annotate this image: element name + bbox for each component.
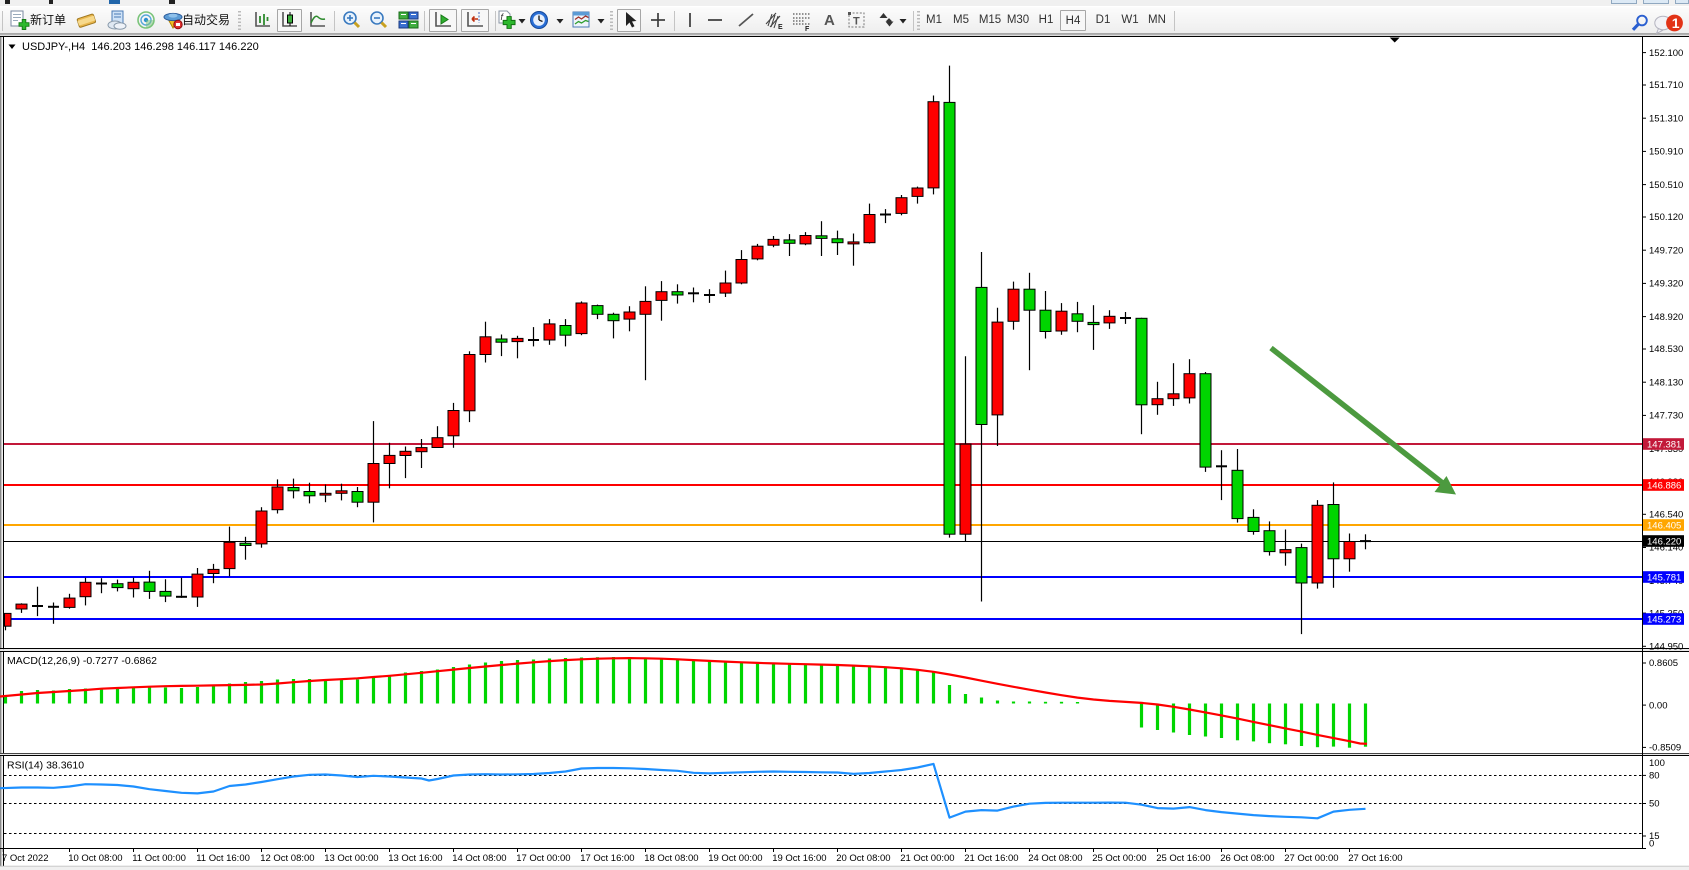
svg-text:F: F [805,26,810,32]
svg-text:-0.8509: -0.8509 [1649,743,1681,754]
svg-text:151.310: 151.310 [1649,113,1683,124]
svg-text:MACD(12,26,9) -0.7277 -0.6862: MACD(12,26,9) -0.7277 -0.6862 [7,655,157,667]
svg-text:10 Oct 08:00: 10 Oct 08:00 [68,853,122,864]
svg-text:27 Oct 16:00: 27 Oct 16:00 [1348,853,1402,864]
svg-text:151.710: 151.710 [1649,80,1683,91]
svg-text:26 Oct 08:00: 26 Oct 08:00 [1220,853,1274,864]
svg-text:150.510: 150.510 [1649,180,1683,191]
svg-text:1: 1 [1672,15,1680,31]
svg-text:20 Oct 08:00: 20 Oct 08:00 [836,853,890,864]
svg-text:USDJPY-,H4 146.203 146.298 14: USDJPY-,H4 146.203 146.298 146.117 146.2… [22,41,259,53]
svg-text:149.320: 149.320 [1649,279,1683,290]
svg-text:13 Oct 00:00: 13 Oct 00:00 [324,853,378,864]
svg-text:146.405: 146.405 [1647,520,1681,531]
svg-text:25 Oct 16:00: 25 Oct 16:00 [1156,853,1210,864]
svg-text:80: 80 [1649,771,1660,782]
svg-text:f: f [501,12,505,22]
svg-text:147.381: 147.381 [1647,439,1681,450]
svg-text:11 Oct 16:00: 11 Oct 16:00 [196,853,250,864]
svg-text:50: 50 [1649,799,1660,810]
svg-text:15: 15 [1649,831,1660,842]
svg-text:12 Oct 08:00: 12 Oct 08:00 [260,853,314,864]
svg-text:150.910: 150.910 [1649,147,1683,158]
svg-text:100: 100 [1649,758,1665,769]
svg-text:T: T [853,16,860,28]
svg-text:147.730: 147.730 [1649,411,1683,422]
svg-text:148.530: 148.530 [1649,344,1683,355]
svg-text:17 Oct 16:00: 17 Oct 16:00 [580,853,634,864]
svg-text:152.100: 152.100 [1649,48,1683,59]
svg-text:19 Oct 00:00: 19 Oct 00:00 [708,853,762,864]
svg-text:19 Oct 16:00: 19 Oct 16:00 [772,853,826,864]
svg-text:18 Oct 08:00: 18 Oct 08:00 [644,853,698,864]
svg-text:13 Oct 16:00: 13 Oct 16:00 [388,853,442,864]
svg-text:149.720: 149.720 [1649,245,1683,256]
svg-text:144.950: 144.950 [1649,642,1683,653]
svg-text:21 Oct 00:00: 21 Oct 00:00 [900,853,954,864]
svg-text:146.220: 146.220 [1647,536,1681,547]
svg-text:25 Oct 00:00: 25 Oct 00:00 [1092,853,1146,864]
svg-text:145.781: 145.781 [1647,572,1681,583]
svg-text:21 Oct 16:00: 21 Oct 16:00 [964,853,1018,864]
svg-text:148.920: 148.920 [1649,312,1683,323]
svg-text:150.120: 150.120 [1649,212,1683,223]
svg-text:24 Oct 08:00: 24 Oct 08:00 [1028,853,1082,864]
svg-text:7 Oct 2022: 7 Oct 2022 [2,853,48,864]
svg-text:17 Oct 00:00: 17 Oct 00:00 [516,853,570,864]
svg-text:146.886: 146.886 [1647,480,1681,491]
svg-text:0.00: 0.00 [1649,700,1668,711]
svg-text:0.8605: 0.8605 [1649,658,1678,669]
svg-text:0: 0 [1649,839,1654,850]
svg-text:148.130: 148.130 [1649,377,1683,388]
svg-text:E: E [778,24,783,31]
svg-text:146.540: 146.540 [1649,510,1683,521]
svg-text:11 Oct 00:00: 11 Oct 00:00 [132,853,186,864]
svg-text:14 Oct 08:00: 14 Oct 08:00 [452,853,506,864]
svg-text:RSI(14) 38.3610: RSI(14) 38.3610 [7,760,84,772]
svg-text:146.140: 146.140 [1649,543,1683,554]
svg-text:27 Oct 00:00: 27 Oct 00:00 [1284,853,1338,864]
svg-text:145.273: 145.273 [1647,614,1681,625]
